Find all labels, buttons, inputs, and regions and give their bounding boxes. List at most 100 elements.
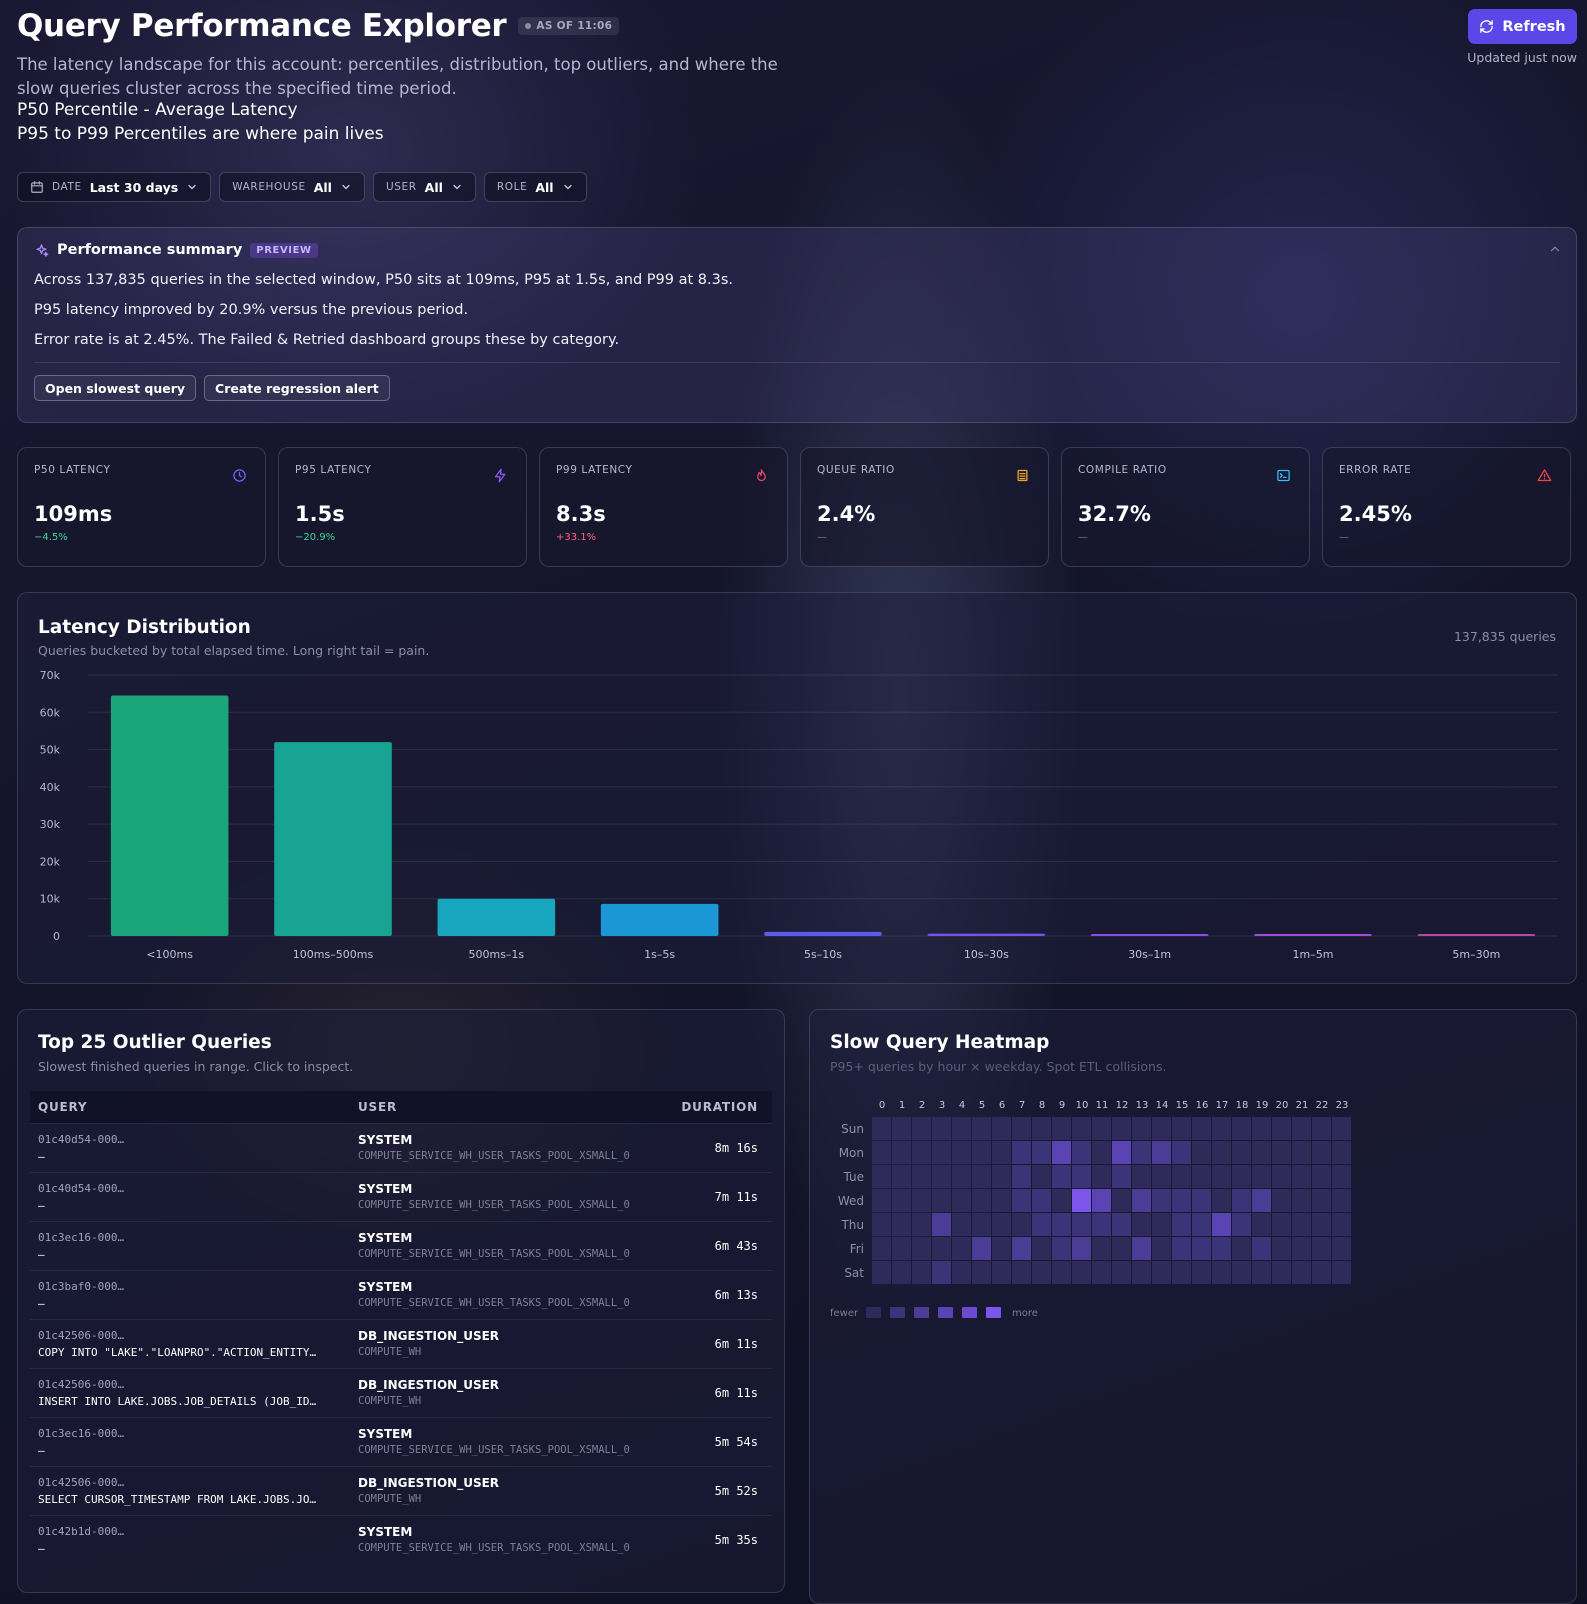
heatmap-cell[interactable] bbox=[932, 1237, 951, 1260]
heatmap-cell[interactable] bbox=[1232, 1237, 1251, 1260]
heatmap-cell[interactable] bbox=[992, 1165, 1011, 1188]
heatmap-cell[interactable] bbox=[1272, 1165, 1291, 1188]
heatmap-cell[interactable] bbox=[1192, 1141, 1211, 1164]
heatmap-cell[interactable] bbox=[872, 1261, 891, 1284]
heatmap-cell[interactable] bbox=[1252, 1237, 1271, 1260]
heatmap-cell[interactable] bbox=[912, 1189, 931, 1212]
heatmap-cell[interactable] bbox=[892, 1237, 911, 1260]
heatmap-cell[interactable] bbox=[1272, 1213, 1291, 1236]
heatmap-cell[interactable] bbox=[912, 1261, 931, 1284]
table-row[interactable]: 01c42b1d-000… — SYSTEM COMPUTE_SERVICE_WH_U… bbox=[30, 1514, 772, 1564]
heatmap-cell[interactable] bbox=[1192, 1117, 1211, 1140]
heatmap-cell[interactable] bbox=[1192, 1165, 1211, 1188]
heatmap-cell[interactable] bbox=[912, 1237, 931, 1260]
heatmap-cell[interactable] bbox=[1132, 1189, 1151, 1212]
heatmap-cell[interactable] bbox=[1272, 1261, 1291, 1284]
heatmap-cell[interactable] bbox=[1192, 1237, 1211, 1260]
heatmap-cell[interactable] bbox=[932, 1141, 951, 1164]
create-regression-alert-button[interactable]: Create regression alert bbox=[204, 375, 390, 401]
table-row[interactable]: 01c3ec16-000… — SYSTEM COMPUTE_SERVICE_WH_U… bbox=[30, 1220, 772, 1270]
heatmap-cell[interactable] bbox=[1032, 1189, 1051, 1212]
heatmap-cell[interactable] bbox=[1152, 1237, 1171, 1260]
heatmap-cell[interactable] bbox=[992, 1117, 1011, 1140]
bar[interactable] bbox=[600, 903, 719, 936]
heatmap-cell[interactable] bbox=[1012, 1117, 1031, 1140]
heatmap-cell[interactable] bbox=[972, 1189, 991, 1212]
heatmap-cell[interactable] bbox=[1212, 1189, 1231, 1212]
heatmap-cell[interactable] bbox=[932, 1213, 951, 1236]
heatmap-cell[interactable] bbox=[992, 1237, 1011, 1260]
table-row[interactable]: 01c3baf0-000… — SYSTEM COMPUTE_SERVICE_WH_U… bbox=[30, 1269, 772, 1319]
heatmap-cell[interactable] bbox=[1092, 1189, 1111, 1212]
bar[interactable] bbox=[274, 742, 392, 936]
refresh-button[interactable]: Refresh bbox=[1468, 9, 1577, 44]
heatmap-cell[interactable] bbox=[1252, 1165, 1271, 1188]
heatmap-cell[interactable] bbox=[1172, 1141, 1191, 1164]
heatmap-cell[interactable] bbox=[1032, 1261, 1051, 1284]
filter-warehouse[interactable]: WAREHOUSE All bbox=[219, 172, 365, 202]
heatmap-cell[interactable] bbox=[1292, 1117, 1311, 1140]
heatmap-cell[interactable] bbox=[1332, 1237, 1351, 1260]
heatmap-cell[interactable] bbox=[912, 1165, 931, 1188]
heatmap-cell[interactable] bbox=[1192, 1189, 1211, 1212]
heatmap-cell[interactable] bbox=[972, 1261, 991, 1284]
heatmap-cell[interactable] bbox=[1072, 1141, 1091, 1164]
heatmap-cell[interactable] bbox=[1112, 1237, 1131, 1260]
heatmap-cell[interactable] bbox=[1272, 1117, 1291, 1140]
heatmap-cell[interactable] bbox=[1212, 1261, 1231, 1284]
bar[interactable] bbox=[437, 898, 556, 936]
heatmap-cell[interactable] bbox=[1252, 1213, 1271, 1236]
heatmap-cell[interactable] bbox=[1132, 1117, 1151, 1140]
heatmap-cell[interactable] bbox=[972, 1117, 991, 1140]
heatmap-cell[interactable] bbox=[952, 1141, 971, 1164]
bar[interactable] bbox=[1254, 934, 1372, 936]
filter-user[interactable]: USER All bbox=[372, 172, 476, 202]
heatmap-cell[interactable] bbox=[1032, 1117, 1051, 1140]
filter-date[interactable]: DATE Last 30 days bbox=[17, 172, 212, 202]
heatmap-cell[interactable] bbox=[972, 1237, 991, 1260]
heatmap-cell[interactable] bbox=[1052, 1261, 1071, 1284]
heatmap-cell[interactable] bbox=[1132, 1165, 1151, 1188]
heatmap-cell[interactable] bbox=[1012, 1189, 1031, 1212]
heatmap-cell[interactable] bbox=[1312, 1261, 1331, 1284]
heatmap-cell[interactable] bbox=[1152, 1165, 1171, 1188]
heatmap-cell[interactable] bbox=[1332, 1213, 1351, 1236]
heatmap-cell[interactable] bbox=[1052, 1141, 1071, 1164]
heatmap-cell[interactable] bbox=[1092, 1117, 1111, 1140]
heatmap-cell[interactable] bbox=[1152, 1117, 1171, 1140]
heatmap-cell[interactable] bbox=[1292, 1261, 1311, 1284]
heatmap-cell[interactable] bbox=[1012, 1261, 1031, 1284]
heatmap-cell[interactable] bbox=[1252, 1261, 1271, 1284]
heatmap-cell[interactable] bbox=[952, 1213, 971, 1236]
heatmap-cell[interactable] bbox=[1292, 1189, 1311, 1212]
col-query[interactable]: QUERY bbox=[38, 1099, 88, 1114]
heatmap-cell[interactable] bbox=[1012, 1165, 1031, 1188]
heatmap-cell[interactable] bbox=[1332, 1117, 1351, 1140]
heatmap-cell[interactable] bbox=[1032, 1141, 1051, 1164]
table-row[interactable]: 01c42506-000… INSERT INTO LAKE.JOBS.JOB_D… bbox=[30, 1367, 772, 1417]
heatmap-cell[interactable] bbox=[1052, 1165, 1071, 1188]
heatmap-cell[interactable] bbox=[1112, 1165, 1131, 1188]
bar[interactable] bbox=[927, 933, 1046, 936]
heatmap-cell[interactable] bbox=[1052, 1117, 1071, 1140]
heatmap-cell[interactable] bbox=[992, 1141, 1011, 1164]
heatmap-cell[interactable] bbox=[932, 1165, 951, 1188]
heatmap-cell[interactable] bbox=[932, 1189, 951, 1212]
heatmap-cell[interactable] bbox=[1152, 1189, 1171, 1212]
heatmap-cell[interactable] bbox=[932, 1117, 951, 1140]
heatmap-cell[interactable] bbox=[1272, 1141, 1291, 1164]
heatmap-cell[interactable] bbox=[1232, 1165, 1251, 1188]
heatmap-cell[interactable] bbox=[1092, 1261, 1111, 1284]
heatmap-cell[interactable] bbox=[1032, 1213, 1051, 1236]
heatmap-cell[interactable] bbox=[932, 1261, 951, 1284]
heatmap-cell[interactable] bbox=[992, 1213, 1011, 1236]
heatmap-cell[interactable] bbox=[892, 1261, 911, 1284]
heatmap-cell[interactable] bbox=[872, 1189, 891, 1212]
heatmap-cell[interactable] bbox=[912, 1213, 931, 1236]
heatmap-cell[interactable] bbox=[1252, 1117, 1271, 1140]
heatmap-cell[interactable] bbox=[1312, 1237, 1331, 1260]
heatmap-cell[interactable] bbox=[1132, 1237, 1151, 1260]
table-row[interactable]: 01c40d54-000… — SYSTEM COMPUTE_SERVICE_WH_U… bbox=[30, 1171, 772, 1221]
col-user[interactable]: USER bbox=[358, 1099, 398, 1114]
heatmap-cell[interactable] bbox=[1072, 1189, 1091, 1212]
